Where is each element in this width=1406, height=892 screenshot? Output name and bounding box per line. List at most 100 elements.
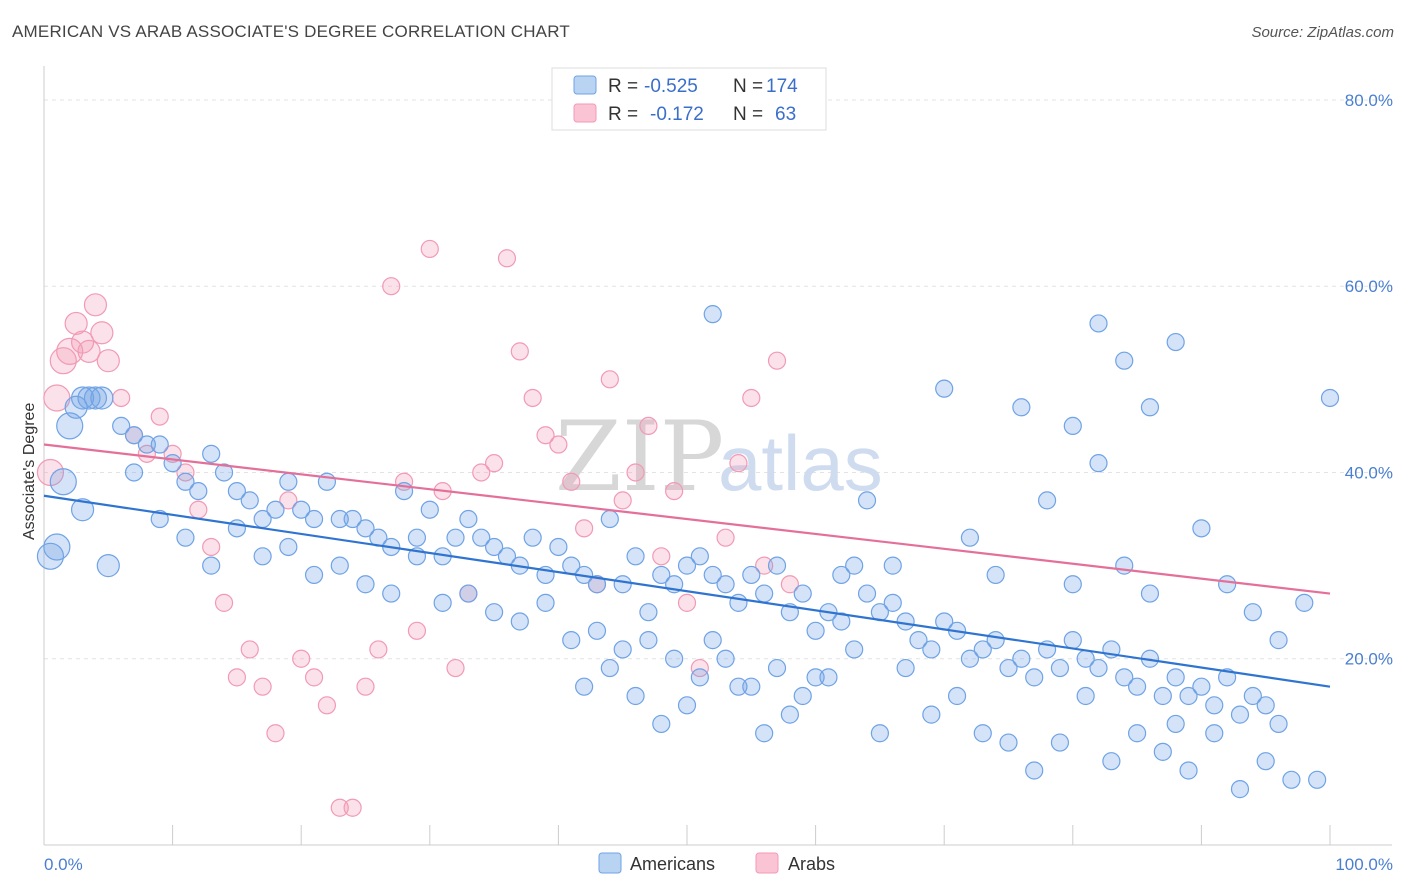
bottom-legend-arabs: Arabs (788, 854, 835, 874)
arab-point (755, 556, 774, 575)
american-point (176, 472, 195, 491)
american-point (883, 556, 902, 575)
legend-swatch-arabs (573, 103, 597, 123)
legend-r-label-2: R = (608, 104, 638, 125)
arab-point (652, 547, 671, 566)
bottom-legend-swatch-arabs (755, 852, 779, 874)
trend-lines (43, 443, 1331, 688)
american-point (922, 705, 941, 724)
american-point (356, 519, 375, 538)
american-point (690, 547, 709, 566)
american-point (137, 435, 156, 454)
american-point (742, 677, 761, 696)
american-point (1218, 575, 1237, 594)
american-point (793, 686, 812, 706)
american-point (1243, 686, 1262, 706)
american-point (189, 481, 208, 501)
grid-lines (44, 99, 1392, 660)
american-point (1050, 658, 1070, 678)
x-tick-label-min: 0.0% (44, 855, 83, 874)
legend-n-value-2: 63 (775, 104, 796, 125)
american-point (639, 603, 658, 622)
arab-point (330, 798, 349, 817)
arab-point (690, 658, 709, 678)
arab-point (317, 696, 337, 715)
american-point (639, 631, 658, 650)
arab-point (742, 388, 761, 408)
american-point (56, 412, 84, 440)
american-point (420, 500, 439, 519)
american-point (163, 454, 182, 473)
arab-point (485, 454, 504, 473)
american-point (1153, 742, 1172, 761)
american-point (1269, 631, 1288, 650)
bottom-legend-americans: Americans (630, 854, 715, 874)
american-point (446, 528, 465, 547)
y-tick-label: 20.0% (1345, 650, 1393, 669)
american-point (176, 528, 195, 547)
legend-box (551, 67, 827, 131)
american-point (356, 575, 375, 594)
x-tick-label-max: 100.0% (1335, 855, 1393, 874)
legend-n-label-2: N = (733, 104, 763, 125)
american-point (124, 426, 144, 445)
american-point (883, 593, 902, 612)
american-point (83, 386, 108, 410)
american-point (150, 435, 169, 454)
american-point (1115, 668, 1134, 687)
arabs-points (36, 100, 799, 817)
arab-point (780, 575, 799, 594)
american-point (1012, 649, 1031, 668)
american-point (1320, 388, 1340, 408)
x-tick-labels: 0.0% 100.0% (44, 855, 1393, 874)
arab-point (77, 339, 101, 363)
american-point (43, 533, 71, 561)
american-point (973, 640, 992, 659)
american-point (240, 491, 259, 510)
american-point (1205, 696, 1224, 715)
arab-point (56, 337, 84, 365)
american-point (986, 565, 1005, 585)
american-point (1295, 593, 1314, 612)
arab-point (112, 388, 131, 408)
american-point (343, 509, 362, 529)
american-point (1089, 454, 1108, 473)
arab-point (729, 454, 748, 473)
arab-point (90, 321, 114, 345)
american-point (703, 631, 722, 650)
american-point (677, 696, 697, 715)
american-point (613, 575, 632, 594)
legend-n-label-1: N = (733, 76, 763, 97)
arab-point (446, 658, 465, 678)
arab-point (665, 481, 684, 501)
american-point (1205, 724, 1224, 743)
bottom-legend-swatch-americans (598, 852, 622, 874)
arab-point (343, 798, 362, 817)
american-point (832, 565, 851, 585)
arab-point (137, 444, 156, 463)
american-point (1089, 658, 1108, 678)
american-point (857, 584, 877, 603)
american-point (202, 556, 221, 575)
american-point (510, 612, 529, 631)
american-point (214, 463, 234, 482)
american-point (1140, 398, 1160, 417)
y-axis-label: Associate's Degree (21, 403, 38, 540)
arab-point (253, 677, 272, 696)
american-point (922, 640, 941, 659)
arab-point (562, 472, 581, 491)
y-tick-label: 60.0% (1345, 277, 1393, 296)
americans-trend-line (43, 494, 1331, 688)
american-point (1012, 398, 1031, 417)
american-point (279, 472, 298, 491)
arab-point (510, 342, 529, 361)
american-point (819, 668, 838, 687)
arab-point (639, 416, 658, 436)
american-point (947, 686, 967, 706)
arab-point (716, 528, 735, 547)
american-point (1127, 677, 1147, 696)
american-point (304, 565, 324, 585)
american-point (549, 537, 568, 557)
american-point (703, 565, 722, 585)
american-point (1037, 491, 1057, 510)
